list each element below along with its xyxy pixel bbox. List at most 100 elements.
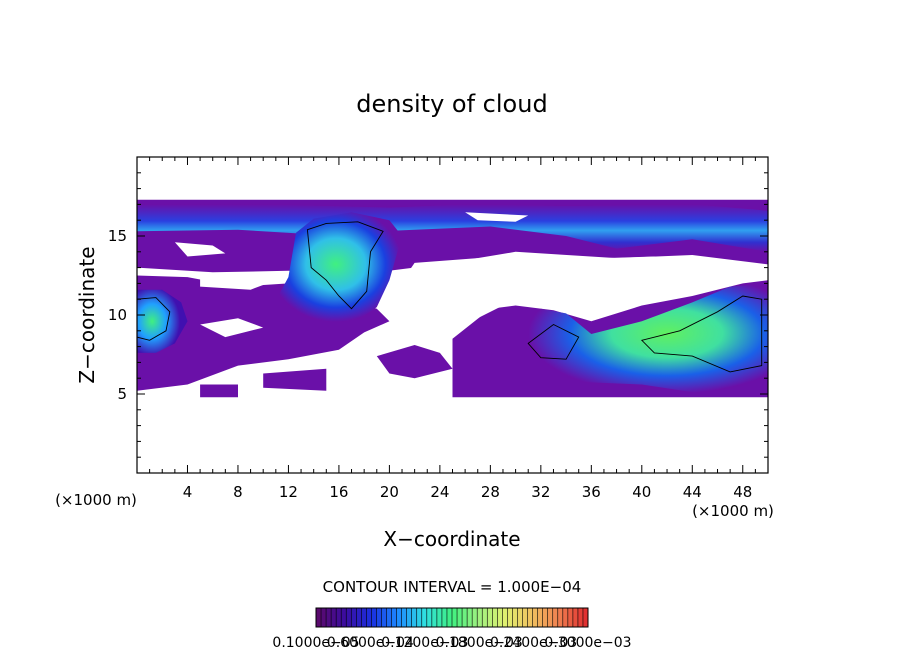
colorbar-swatch (552, 608, 559, 627)
x-axis-ticks: 4 8 12 16 20 24 28 32 36 40 44 48 (149, 157, 756, 501)
colorbar-label: 0.3000e−03 (544, 635, 631, 651)
x-unit-label-right: (×1000 m) (692, 502, 774, 520)
colorbar-swatch (436, 608, 443, 627)
colorbar-swatch (537, 608, 543, 627)
cloud-gap-1 (389, 258, 516, 325)
x-tick-label: 16 (329, 483, 348, 501)
x-tick-label: 4 (183, 483, 193, 501)
colorbar-swatch (416, 608, 423, 627)
x-tick-label: 12 (279, 483, 298, 501)
cloud-density-field (137, 199, 768, 398)
cloud-gap-4 (603, 256, 680, 271)
colorbar-swatch (557, 608, 564, 627)
colorbar (315, 607, 589, 628)
x-tick-label: 40 (632, 483, 651, 501)
colorbar-swatch (346, 608, 352, 627)
colorbar-swatch (421, 608, 428, 627)
colorbar-swatch (391, 608, 397, 627)
colorbar-swatch (502, 608, 508, 627)
colorbar-swatch (482, 608, 488, 627)
colorbar-swatch (401, 608, 407, 627)
colorbar-label: 0.2400e−03 (490, 635, 577, 651)
colorbar-swatch (462, 608, 468, 627)
colorbar-swatch (386, 608, 392, 627)
contour-line-2 (137, 297, 171, 341)
y-tick-label: 5 (117, 385, 127, 403)
colorbar-swatch (492, 608, 498, 627)
x-axis-label: X−coordinate (383, 527, 520, 551)
cloud-region-mid-strip (376, 345, 453, 379)
y-axis-label: Z−coordinate (75, 246, 99, 383)
x-tick-label: 20 (380, 483, 399, 501)
colorbar-swatch (567, 608, 574, 627)
cloud-gap-2 (200, 272, 276, 290)
cloud-region-upper-layer (137, 204, 768, 252)
colorbar-swatch (441, 608, 448, 627)
colorbar-swatch (341, 608, 347, 627)
contour-line-3 (640, 295, 763, 373)
contour-line-1 (306, 221, 384, 310)
colorbar-swatch (487, 608, 493, 627)
x-tick-label: 44 (683, 483, 702, 501)
colorbar-swatch (331, 608, 337, 627)
colorbar-swatch (321, 608, 327, 627)
cloud-region-bottom-mid (263, 368, 327, 391)
colorbar-label: 0.6000e−04 (327, 635, 414, 651)
colorbar-labels: 0.1000e−050.6000e−040.1200e−030.1800e−03… (272, 635, 631, 651)
colorbar-swatch (547, 608, 554, 627)
colorbar-label: 0.1800e−03 (436, 635, 523, 651)
x-unit-label-left: (×1000 m) (55, 491, 137, 509)
colorbar-swatch (542, 608, 549, 627)
cloud-gap-3 (174, 242, 226, 257)
colorbar-swatch (356, 608, 362, 627)
contour-line-4 (527, 323, 580, 360)
y-tick-label: 15 (108, 227, 127, 245)
colorbar-swatch (361, 608, 367, 627)
x-tick-label: 28 (481, 483, 500, 501)
colorbar-swatch (431, 608, 438, 627)
x-tick-label: 8 (233, 483, 243, 501)
colorbar-swatch (351, 608, 357, 627)
colorbar-swatch (472, 608, 478, 627)
colorbar-label: 0.1000e−05 (272, 635, 359, 651)
colorbar-swatch (316, 608, 322, 627)
colorbar-swatch (457, 608, 463, 627)
colorbar-swatch (532, 608, 538, 627)
x-tick-label: 24 (430, 483, 449, 501)
colorbar-swatch (336, 608, 342, 627)
colorbar-swatch (381, 608, 387, 627)
colorbar-swatch (577, 608, 584, 627)
colorbar-label: 0.1200e−03 (381, 635, 468, 651)
x-tick-label: 48 (733, 483, 752, 501)
cloud-region-right-core (515, 283, 768, 394)
contour-interval-text: CONTOUR INTERVAL = 1.000E−04 (323, 578, 582, 596)
colorbar-swatch (366, 608, 372, 627)
colorbar-swatch (371, 608, 377, 627)
y-tick-label: 10 (108, 306, 127, 324)
colorbar-swatch (507, 608, 513, 627)
cloud-region-left-core (137, 289, 188, 353)
colorbar-swatch (396, 608, 402, 627)
cloud-region-bottom-left (200, 384, 238, 398)
colorbar-swatch (376, 608, 382, 627)
colorbar-swatch (446, 608, 453, 627)
colorbar-swatch (572, 608, 579, 627)
colorbar-swatch (426, 608, 433, 627)
x-tick-label: 32 (531, 483, 550, 501)
colorbar-swatch (467, 608, 473, 627)
y-axis-ticks: 5 10 15 (108, 172, 768, 458)
colorbar-swatch (326, 608, 332, 627)
colorbar-swatch (477, 608, 483, 627)
colorbar-swatch (527, 608, 533, 627)
colorbar-swatch (517, 608, 523, 627)
colorbar-swatch (452, 608, 458, 627)
colorbar-swatch (512, 608, 518, 627)
colorbar-swatch (497, 608, 503, 627)
colorbar-frame (315, 607, 589, 628)
x-tick-label: 36 (582, 483, 601, 501)
colorbar-swatch (582, 608, 589, 627)
chart-title: density of cloud (356, 90, 547, 118)
cloud-gap-6 (465, 212, 529, 222)
colorbar-swatch (522, 608, 528, 627)
